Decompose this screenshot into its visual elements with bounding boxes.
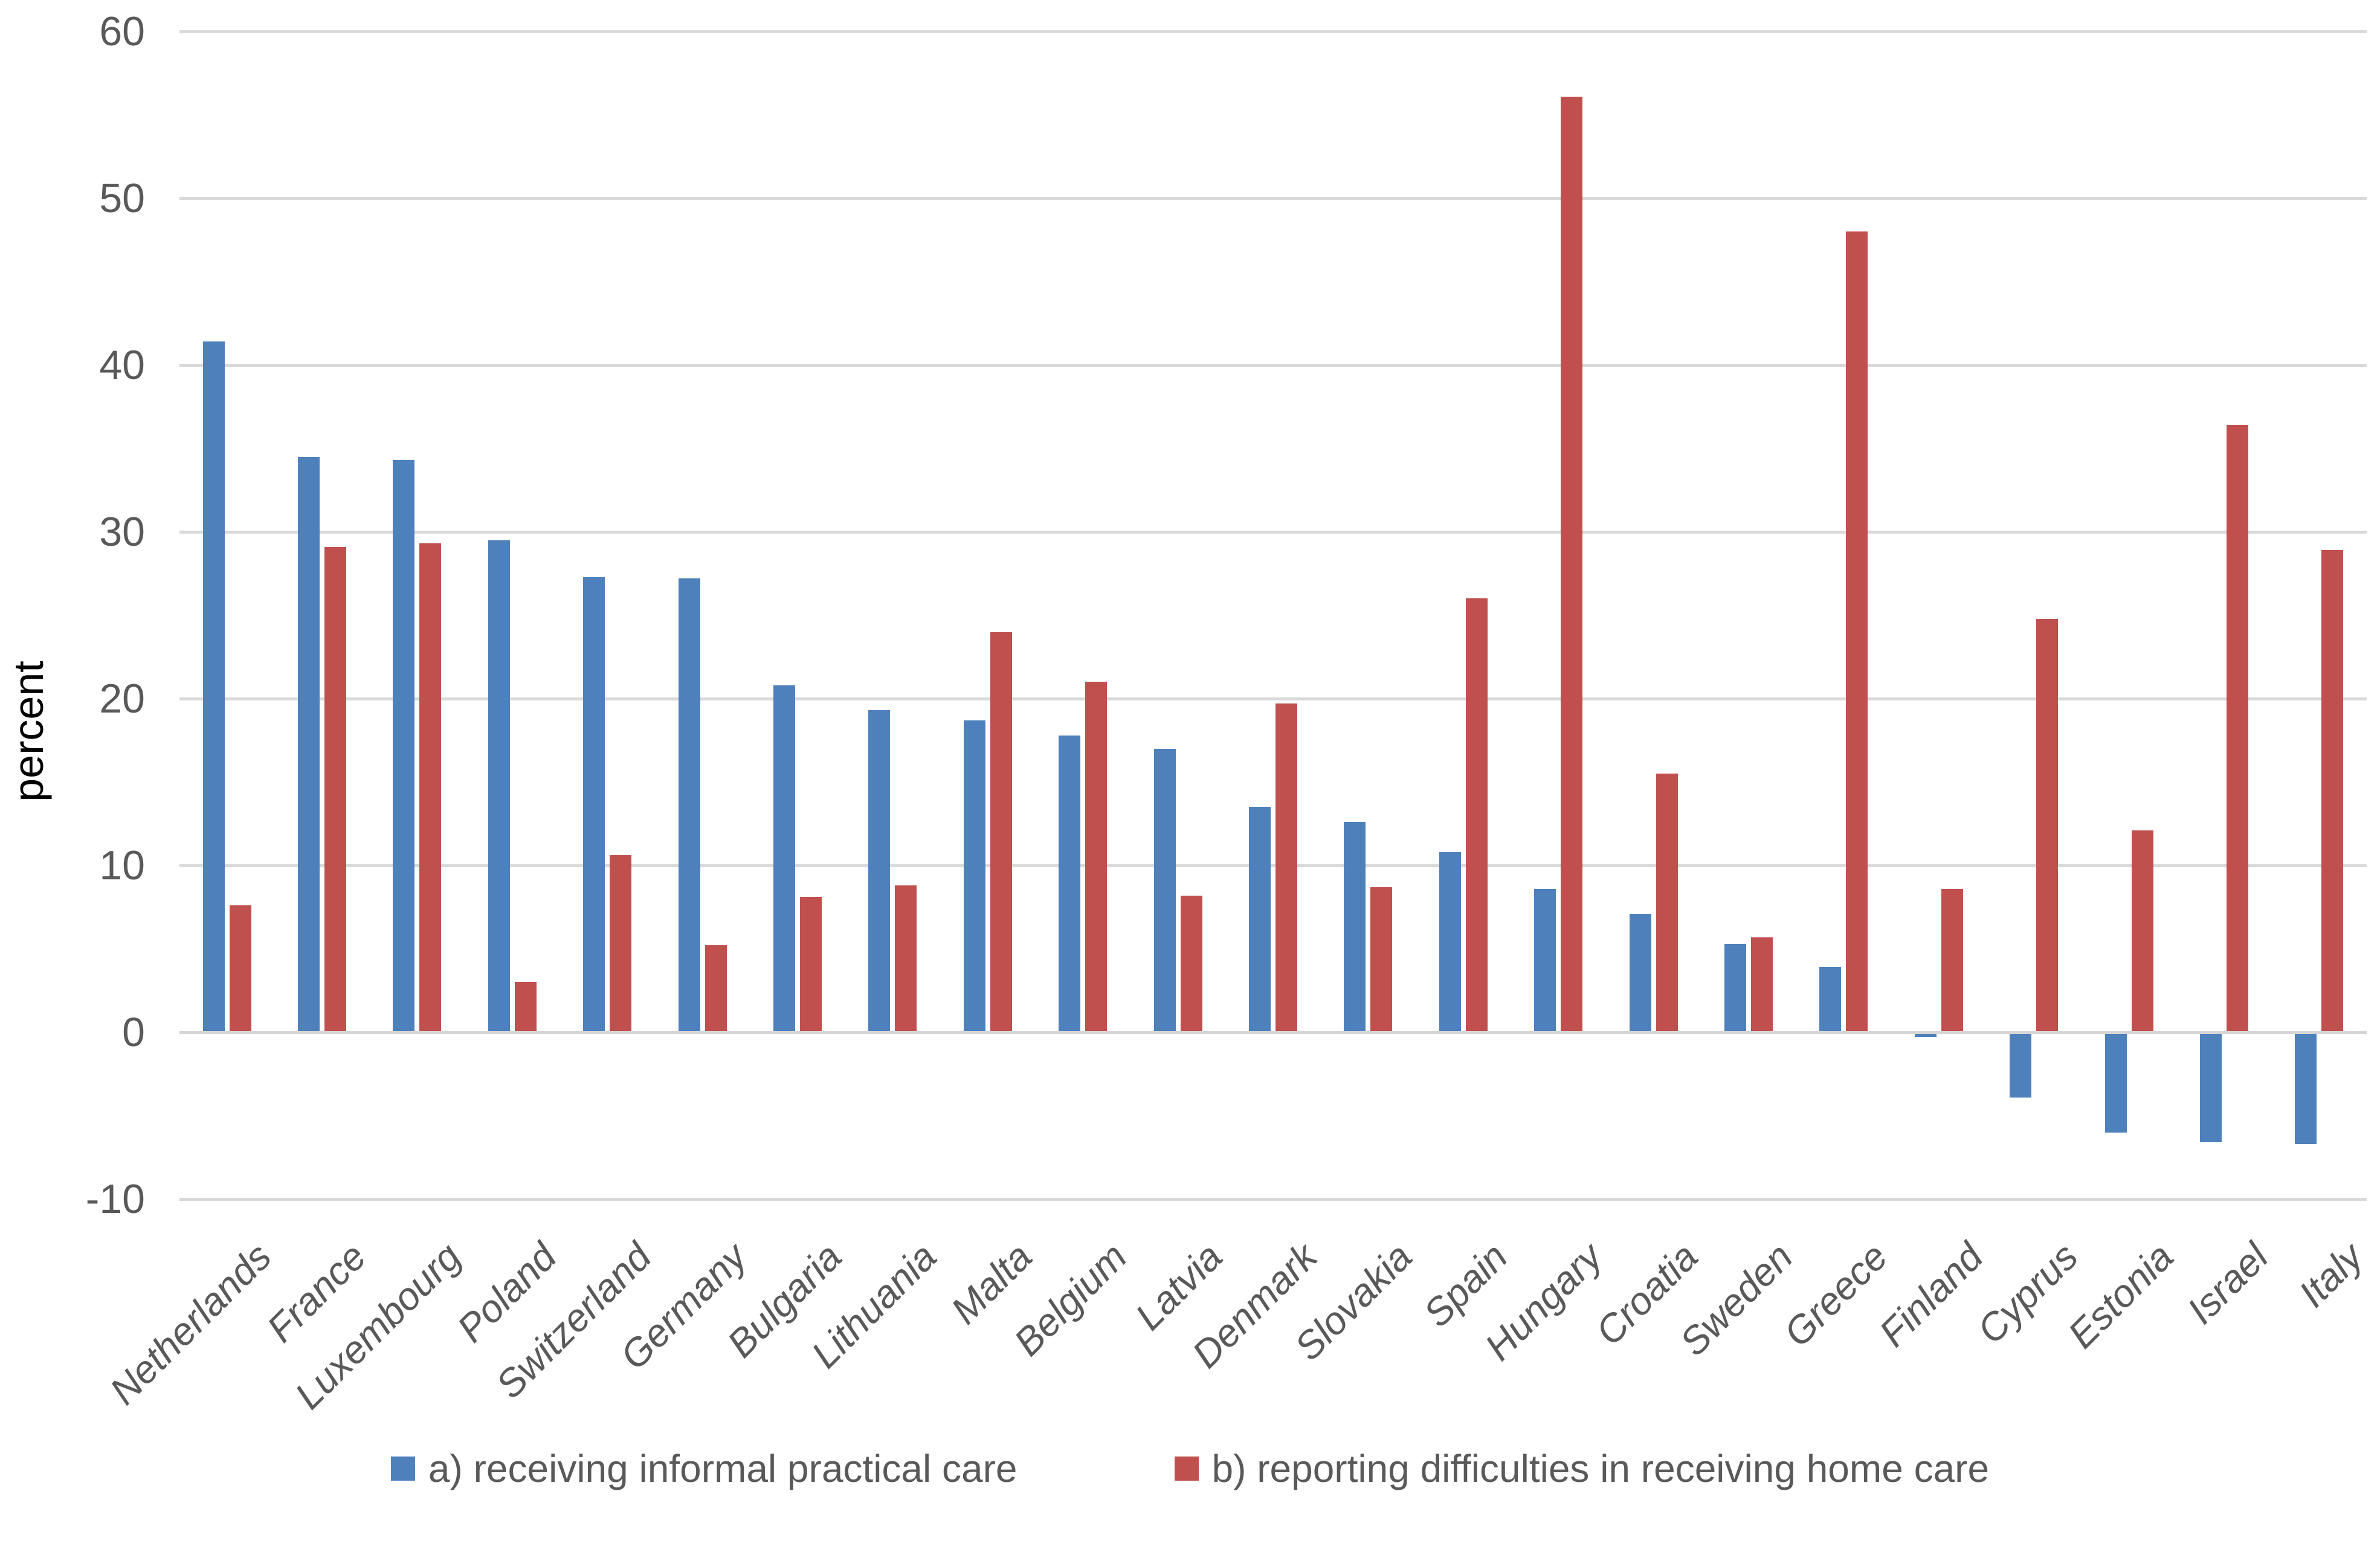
- bar-a-finland: [1914, 1033, 1937, 1038]
- bar-b-belgium: [1085, 682, 1108, 1032]
- bar-b-italy: [2321, 550, 2344, 1032]
- bar-b-bulgaria: [800, 897, 822, 1032]
- bar-b-luxembourg: [419, 543, 442, 1032]
- bar-a-latvia: [1153, 748, 1176, 1032]
- gridline-40: [179, 363, 2367, 367]
- bar-b-denmark: [1275, 703, 1297, 1032]
- bar-a-luxembourg: [393, 460, 415, 1032]
- bar-b-switzerland: [610, 855, 632, 1032]
- bar-a-greece: [1819, 967, 1842, 1032]
- y-tick-label-40: 40: [99, 342, 145, 388]
- y-tick-label--10: -10: [85, 1176, 145, 1222]
- bar-b-spain: [1465, 598, 1488, 1032]
- bar-a-israel: [2199, 1033, 2222, 1143]
- bar-a-lithuania: [868, 710, 891, 1032]
- bar-b-latvia: [1180, 895, 1202, 1032]
- bar-b-slovakia: [1370, 887, 1393, 1032]
- bar-b-lithuania: [895, 885, 917, 1032]
- y-tick-label-30: 30: [99, 509, 145, 555]
- bar-b-estonia: [2131, 830, 2153, 1032]
- gridline-20: [179, 697, 2367, 700]
- legend-marker-red-icon: [1174, 1457, 1199, 1481]
- bar-a-cyprus: [2010, 1033, 2032, 1098]
- legend: a) receiving informal practical care b) …: [0, 1446, 2380, 1492]
- gridline-10: [179, 864, 2367, 867]
- bar-a-spain: [1439, 852, 1461, 1032]
- bar-a-belgium: [1059, 735, 1081, 1032]
- bar-a-switzerland: [583, 577, 605, 1032]
- bar-b-hungary: [1561, 96, 1583, 1032]
- bar-b-germany: [705, 945, 727, 1032]
- legend-item-series-b: b) reporting difficulties in receiving h…: [1174, 1446, 1990, 1492]
- gridline-30: [179, 530, 2367, 534]
- bar-a-denmark: [1249, 807, 1271, 1032]
- bar-b-france: [324, 546, 347, 1032]
- bar-a-netherlands: [202, 341, 225, 1032]
- legend-label-series-a: a) receiving informal practical care: [428, 1447, 1017, 1490]
- bar-b-netherlands: [229, 905, 251, 1032]
- bar-b-cyprus: [2036, 618, 2059, 1032]
- bar-a-estonia: [2104, 1033, 2127, 1133]
- y-tick-label-20: 20: [99, 676, 145, 722]
- bar-b-poland: [514, 982, 537, 1032]
- bar-a-sweden: [1724, 943, 1746, 1032]
- bar-a-croatia: [1629, 914, 1651, 1032]
- legend-label-series-b: b) reporting difficulties in receiving h…: [1211, 1447, 1990, 1490]
- bar-b-croatia: [1656, 774, 1678, 1032]
- bar-b-greece: [1846, 231, 1868, 1032]
- bar-b-israel: [2226, 425, 2248, 1032]
- y-tick-label-0: 0: [122, 1009, 145, 1055]
- bar-a-hungary: [1534, 888, 1556, 1032]
- y-tick-label-60: 60: [99, 8, 145, 54]
- bar-a-germany: [678, 578, 700, 1032]
- bar-a-italy: [2295, 1033, 2317, 1144]
- y-tick-label-50: 50: [99, 175, 145, 221]
- x-axis-line: [179, 1030, 2367, 1034]
- y-tick-label-10: 10: [99, 842, 145, 888]
- bar-a-poland: [488, 540, 510, 1032]
- legend-item-series-a: a) receiving informal practical care: [390, 1446, 1017, 1492]
- bar-b-finland: [1941, 888, 1963, 1032]
- bar-a-slovakia: [1344, 822, 1366, 1032]
- gridline-60: [179, 30, 2367, 33]
- bar-b-sweden: [1750, 937, 1773, 1032]
- gridline-50: [179, 196, 2367, 200]
- bar-a-malta: [963, 720, 985, 1032]
- bar-a-bulgaria: [773, 685, 796, 1032]
- bar-b-malta: [990, 632, 1012, 1032]
- gridline--10: [179, 1197, 2367, 1201]
- bar-a-france: [298, 456, 320, 1032]
- legend-marker-blue-icon: [390, 1457, 415, 1481]
